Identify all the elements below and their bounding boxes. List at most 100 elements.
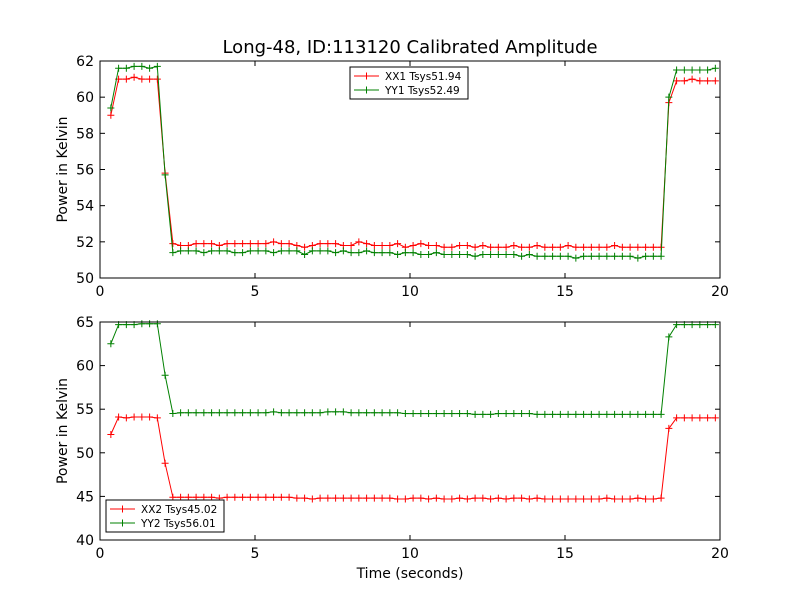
data-point: [239, 493, 247, 501]
data-point: [642, 495, 650, 503]
data-point: [138, 75, 146, 83]
data-point: [409, 494, 417, 502]
data-point: [471, 252, 479, 260]
data-point: [378, 249, 386, 257]
data-point: [696, 66, 704, 74]
legend-box: [349, 66, 469, 100]
data-point: [355, 494, 363, 502]
data-point: [386, 241, 394, 249]
y-tick-label: 54: [76, 199, 94, 215]
data-point: [370, 494, 378, 502]
data-point: [285, 240, 293, 248]
top-panel: 0 5 10 15 20 50 52 54 56 58 60 62 Power in Kelvin XX1…: [55, 54, 729, 300]
data-point: [696, 77, 704, 85]
data-point: [580, 252, 588, 260]
data-point: [564, 252, 572, 260]
data-point: [518, 410, 526, 418]
data-point: [246, 409, 254, 417]
legend-marker: [119, 519, 126, 527]
data-point: [510, 494, 518, 502]
data-point: [339, 247, 347, 255]
data-point: [626, 243, 634, 251]
legend-label: XX2 Tsys45.02: [141, 504, 217, 516]
data-point: [161, 459, 169, 467]
data-point: [332, 240, 340, 248]
data-point: [146, 413, 154, 421]
data-point: [254, 247, 262, 255]
legend-box: [105, 499, 225, 533]
data-point: [618, 495, 626, 503]
data-point: [456, 250, 464, 258]
y-axis-label: Power in Kelvin: [55, 378, 71, 484]
data-point: [711, 64, 719, 72]
data-point: [704, 66, 712, 74]
data-point: [440, 410, 448, 418]
data-point: [401, 495, 409, 503]
data-point: [494, 243, 502, 251]
data-point: [316, 494, 324, 502]
data-point: [626, 410, 634, 418]
data-point: [611, 241, 619, 249]
data-point: [153, 75, 161, 83]
data-point: [479, 494, 487, 502]
data-point: [657, 410, 665, 418]
data-point: [122, 414, 130, 422]
data-point: [518, 494, 526, 502]
data-point: [409, 241, 417, 249]
data-point: [301, 250, 309, 258]
data-point: [680, 77, 688, 85]
data-point: [386, 494, 394, 502]
data-point: [502, 410, 510, 418]
x-tick-label: 0: [96, 546, 105, 562]
data-point: [208, 409, 216, 417]
data-point: [122, 75, 130, 83]
data-point: [161, 171, 169, 179]
data-point: [215, 409, 223, 417]
data-point: [704, 77, 712, 85]
data-point: [308, 409, 316, 417]
data-point: [223, 409, 231, 417]
data-point: [138, 413, 146, 421]
data-point: [324, 494, 332, 502]
data-point: [378, 241, 386, 249]
data-point: [673, 414, 681, 422]
data-point: [138, 320, 146, 328]
data-point: [618, 243, 626, 251]
y-axis-label: Power in Kelvin: [55, 116, 71, 222]
data-point: [618, 410, 626, 418]
data-point: [324, 247, 332, 255]
data-point: [153, 320, 161, 328]
data-point: [122, 64, 130, 72]
data-point: [440, 495, 448, 503]
data-point: [386, 409, 394, 417]
data-point: [401, 410, 409, 418]
data-point: [363, 494, 371, 502]
x-tick-label: 10: [401, 284, 419, 300]
data-point: [316, 247, 324, 255]
data-point: [231, 493, 239, 501]
data-point: [432, 241, 440, 249]
data-point: [463, 241, 471, 249]
x-tick-label: 10: [401, 546, 419, 562]
data-point: [270, 238, 278, 246]
data-point: [634, 494, 642, 502]
data-point: [533, 494, 541, 502]
data-point: [611, 410, 619, 418]
data-point: [192, 409, 200, 417]
data-point: [355, 238, 363, 246]
data-point: [642, 410, 650, 418]
data-point: [177, 247, 185, 255]
data-point: [332, 249, 340, 257]
data-point: [270, 249, 278, 257]
data-point: [595, 252, 603, 260]
data-point: [440, 243, 448, 251]
y-tick-label: 62: [76, 54, 94, 70]
data-point: [603, 494, 611, 502]
data-point: [463, 250, 471, 258]
data-point: [246, 247, 254, 255]
data-point: [301, 243, 309, 251]
data-point: [580, 243, 588, 251]
data-point: [618, 252, 626, 260]
data-point: [115, 64, 123, 72]
data-point: [595, 243, 603, 251]
